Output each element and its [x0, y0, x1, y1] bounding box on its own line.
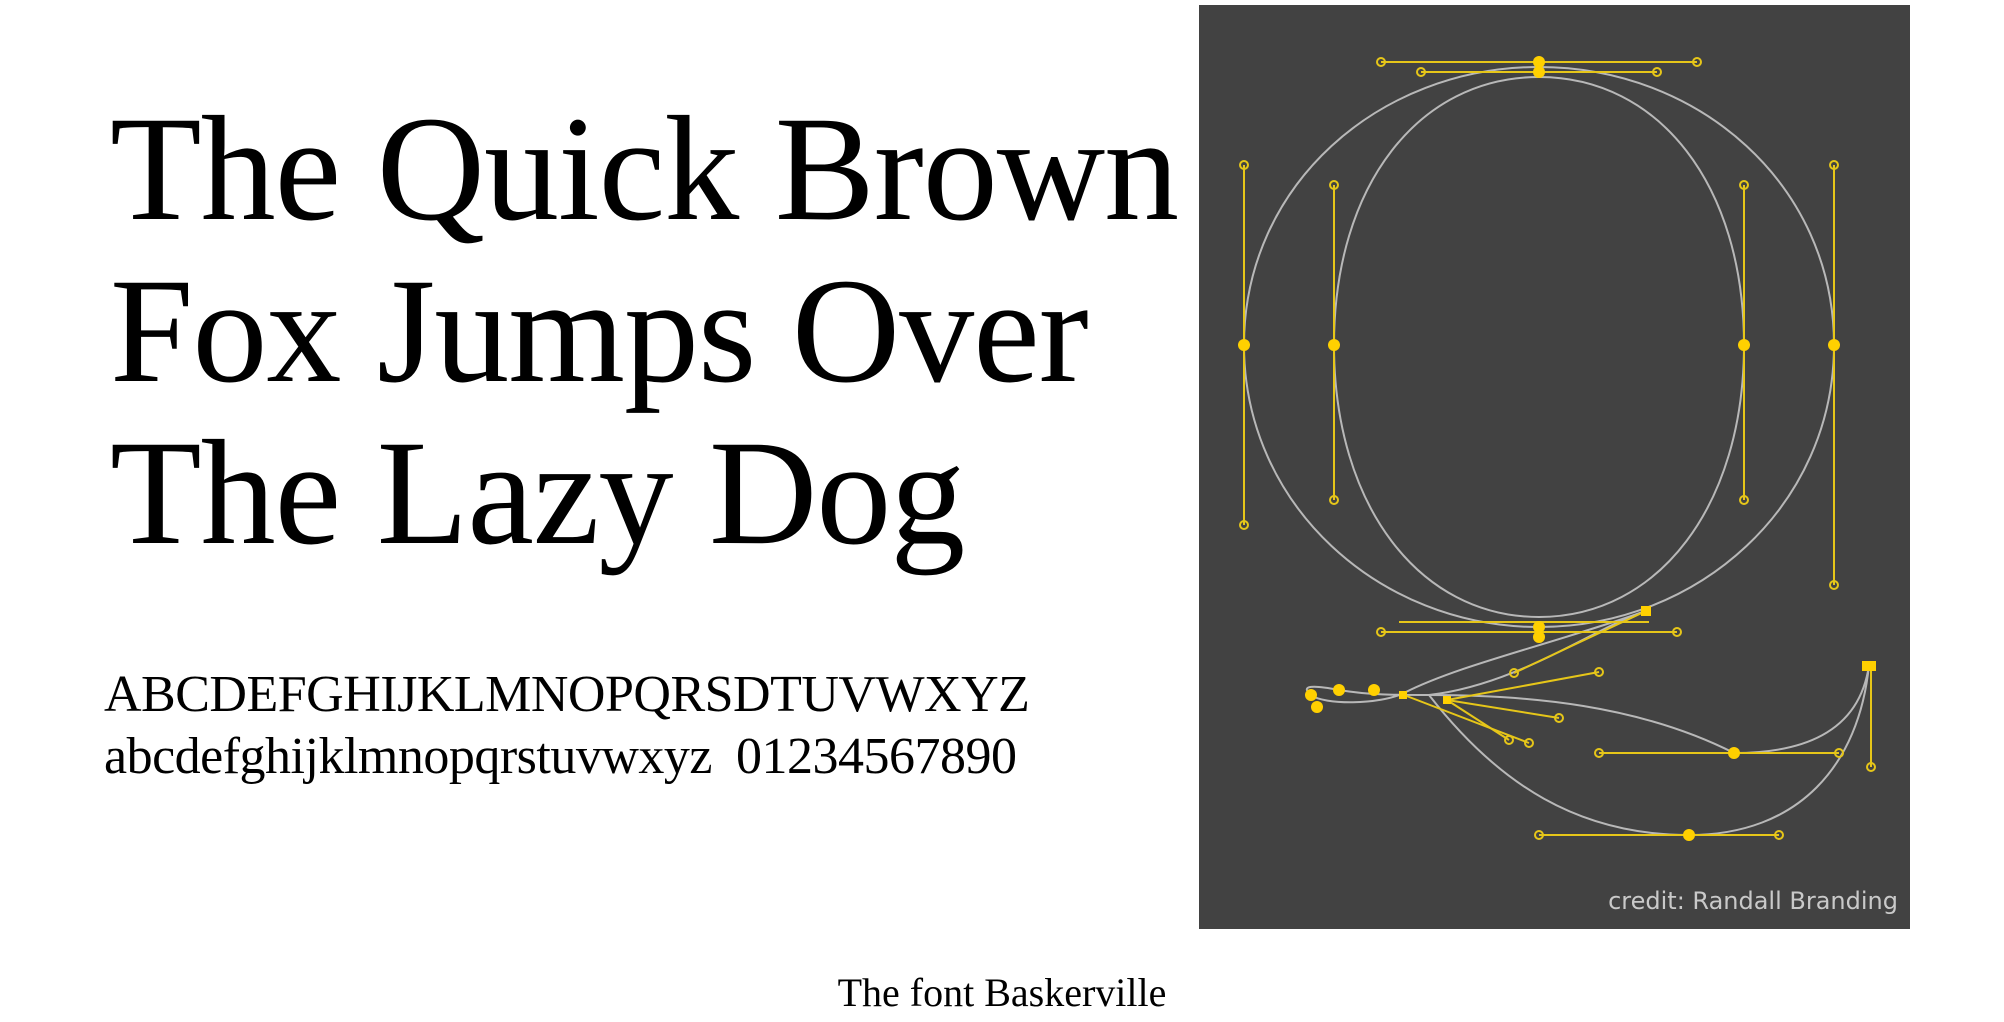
glyph-illustration-panel: credit: Randall Branding — [1199, 5, 1910, 929]
headline-line-2: Fox Jumps Over — [110, 248, 1089, 414]
uppercase-alphabet: ABCDEFGHIJKLMNOPQRSDTUVWXYZ — [104, 666, 1030, 723]
inner-contour — [1332, 75, 1746, 619]
headline-line-1: The Quick Brown — [110, 86, 1179, 252]
headline-line-3: The Lazy Dog — [110, 410, 965, 576]
digits: 01234567890 — [735, 728, 1017, 785]
lowercase-and-digits: abcdefghijklmnopqrstuvwxyz 01234567890 — [104, 727, 1017, 787]
image-credit: credit: Randall Branding — [1608, 887, 1898, 915]
glyph-q-bezier-outline — [1238, 56, 1876, 841]
lowercase-alphabet: abcdefghijklmnopqrstuvwxyz — [104, 728, 712, 785]
figure-caption: The font Baskerville — [837, 970, 1167, 1015]
headline: The Quick Brown Fox Jumps Over The Lazy … — [110, 86, 1179, 576]
